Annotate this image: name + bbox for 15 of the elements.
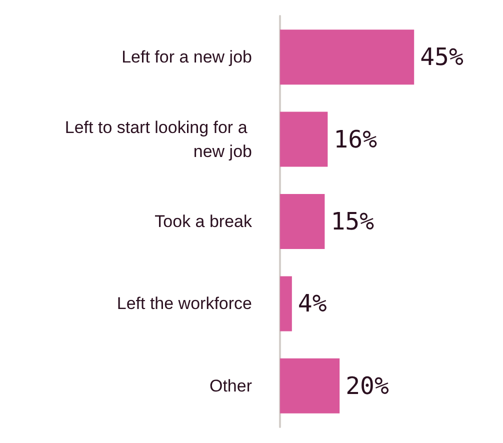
- bar: [280, 194, 325, 249]
- data-label: 45%: [420, 43, 464, 72]
- data-label: 20%: [346, 372, 390, 400]
- y-tick-label: Left for a new job: [122, 48, 252, 67]
- bar: [280, 30, 414, 85]
- y-tick-label: Left to start looking for a new job: [64, 118, 252, 161]
- data-label: 4%: [298, 290, 328, 318]
- data-label: 16%: [334, 125, 378, 154]
- data-label: 15%: [330, 208, 375, 236]
- y-tick-label: Left the workforce: [116, 294, 252, 314]
- y-tick-label: Other: [209, 376, 252, 396]
- bar: [280, 112, 328, 167]
- bar: [280, 276, 292, 332]
- bar: [280, 358, 340, 414]
- y-tick-label: Took a break: [154, 212, 252, 231]
